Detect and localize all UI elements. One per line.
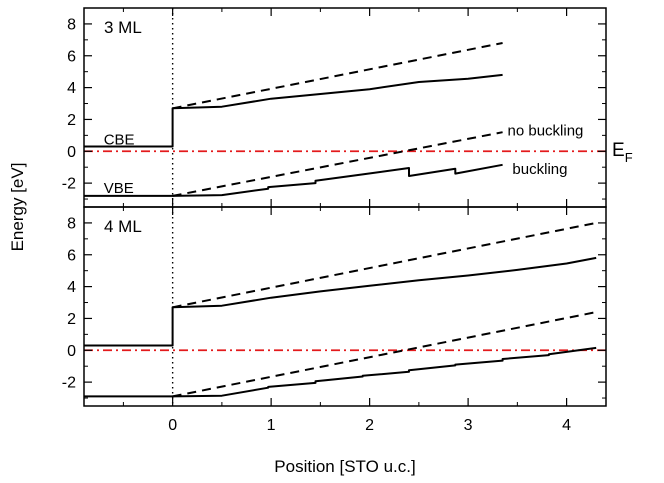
dashed-series-line-3	[172, 311, 597, 398]
x-tick-label: 1	[267, 417, 276, 434]
fermi-level-label: EF	[612, 140, 633, 165]
y-tick-label: 0	[67, 343, 76, 360]
x-axis-label: Position [STO u.c.]	[274, 457, 415, 476]
fermi-level-symbol: E	[612, 140, 625, 161]
y-tick-label: 8	[67, 215, 76, 232]
dashed-series-line-1	[172, 221, 597, 309]
y-tick-label: 0	[67, 144, 76, 161]
annotation-label: buckling	[512, 161, 567, 178]
panel-bottom: -2 0 2 4 6 8 4 ML	[62, 206, 607, 407]
y-tick-label: -2	[62, 375, 76, 392]
annotation-label: no buckling	[508, 123, 584, 140]
panel-top: -2 0 2 4 6 8 3 ML CBE VBE no buckling buckling	[62, 7, 607, 208]
x-axis: 0 1 2 3 4	[168, 417, 571, 434]
x-tick-label: 2	[365, 417, 374, 434]
y-axis-label: Energy [eV]	[8, 163, 27, 252]
dashed-series-line-1	[172, 42, 503, 110]
dashed-series-line-3	[172, 131, 503, 197]
y-tick-label: 6	[67, 48, 76, 65]
panel-label: 4 ML	[104, 217, 142, 236]
panel-frame	[83, 206, 607, 407]
y-tick-label: 2	[67, 112, 76, 129]
x-tick-label: 3	[464, 417, 473, 434]
y-tick-label: 6	[67, 247, 76, 264]
fermi-level-subscript: F	[625, 150, 633, 165]
y-tick-label: 4	[67, 80, 76, 97]
y-tick-label: 4	[67, 279, 76, 296]
solid-series-line-2	[84, 163, 503, 197]
solid-series-line-0	[84, 73, 503, 148]
annotation-label: VBE	[104, 180, 134, 197]
solid-series-line-0	[84, 256, 597, 347]
solid-series-line-2	[84, 346, 597, 398]
panel-label: 3 ML	[104, 18, 142, 37]
annotation-label: CBE	[104, 131, 135, 148]
y-tick-label: 2	[67, 311, 76, 328]
x-tick-label: 4	[562, 417, 571, 434]
x-tick-label: 0	[168, 417, 177, 434]
y-tick-label: 8	[67, 16, 76, 33]
y-tick-label: -2	[62, 176, 76, 193]
